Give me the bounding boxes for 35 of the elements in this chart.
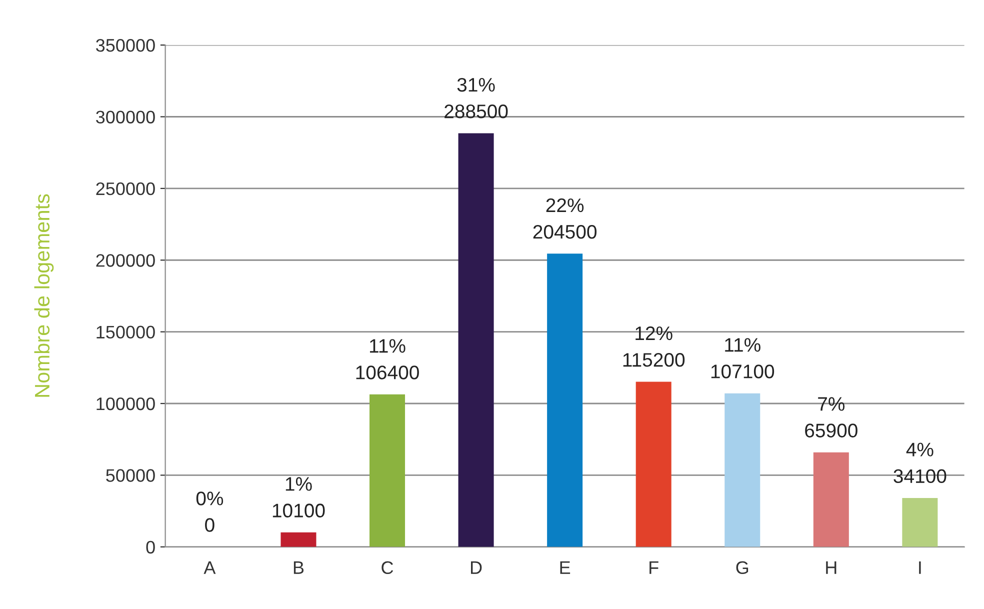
x-tick-label: H (826, 561, 836, 574)
y-tick-label: 0 (146, 540, 155, 554)
y-tick-label: 250000 (96, 182, 155, 196)
x-tick-label: I (919, 561, 921, 574)
bar (636, 382, 672, 547)
y-axis-title: Nombre de logements (34, 194, 54, 397)
y-tick-label: 100000 (96, 397, 155, 410)
bar (547, 254, 583, 547)
data-label: 0% 0 (196, 492, 224, 532)
x-tick-label: C (382, 561, 394, 574)
y-tick-label: 150000 (96, 326, 155, 339)
x-tick-label: F (650, 561, 658, 574)
x-tick-label: B (294, 561, 304, 574)
bar (813, 452, 849, 547)
y-tick-label: 300000 (96, 110, 155, 124)
x-tick-label: E (560, 561, 570, 574)
data-label: 4% 34100 (894, 442, 946, 484)
bar (724, 393, 760, 547)
bar (280, 532, 316, 547)
data-label: 7% 65900 (805, 397, 858, 438)
x-tick-label: D (471, 561, 482, 574)
data-label: 31% 288500 (444, 78, 508, 118)
bar (902, 498, 938, 547)
x-tick-label: G (736, 561, 748, 574)
data-label: 1% 10100 (272, 477, 325, 518)
x-tick-label: A (204, 561, 216, 574)
data-label: 22% 204500 (533, 198, 596, 239)
y-tick-label: 350000 (96, 39, 155, 52)
data-label: 11% 107100 (711, 338, 774, 378)
y-tick-label: 50000 (106, 469, 155, 482)
bar (370, 394, 406, 547)
data-label: 11% 106400 (356, 339, 419, 380)
bar (458, 133, 494, 547)
data-label: 12% 115200 (623, 326, 685, 367)
y-tick-label: 200000 (96, 254, 155, 267)
